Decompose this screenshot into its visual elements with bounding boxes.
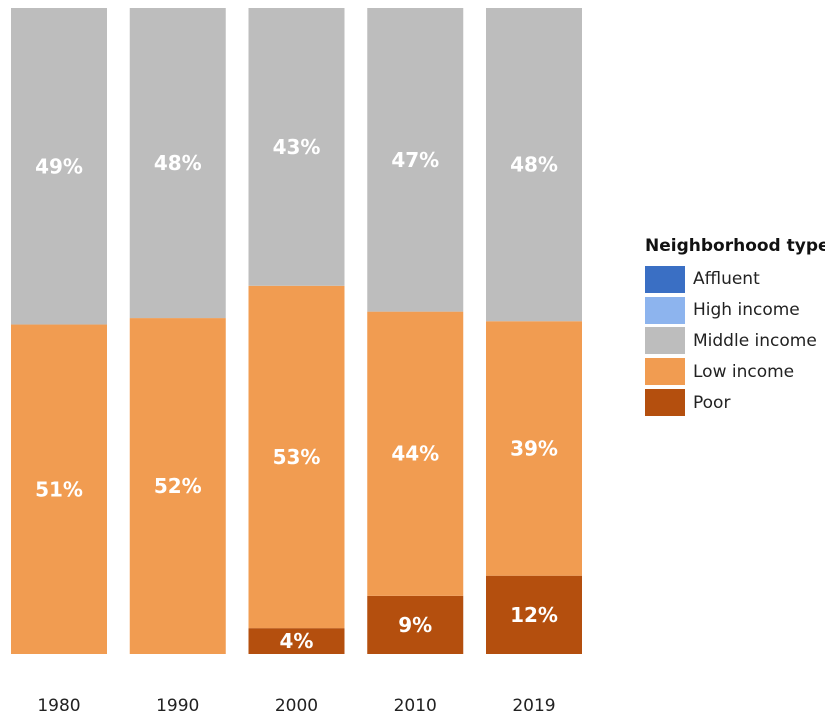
segment-label-poor-2000: 4% xyxy=(280,629,314,653)
bar-segment-low-income-1990 xyxy=(129,318,226,654)
x-tick-label-1990: 1990 xyxy=(156,696,199,716)
segment-label-middle-income-2010: 47% xyxy=(391,148,439,172)
segment-label-low-income-1990: 52% xyxy=(154,474,202,498)
legend: Neighborhood type Affluent High income Mid… xyxy=(645,236,825,418)
legend-label-low-income: Low income xyxy=(693,361,795,382)
segment-label-middle-income-2019: 48% xyxy=(510,153,558,177)
legend-swatch-affluent xyxy=(645,265,685,293)
bars-group xyxy=(11,8,582,654)
bar-segment-low-income-1980 xyxy=(11,324,107,654)
bar-segment-middle-income-2019 xyxy=(486,8,582,322)
x-tick-label-1980: 1980 xyxy=(37,696,80,716)
legend-title: Neighborhood type xyxy=(645,236,825,256)
bar-segment-middle-income-2010 xyxy=(367,8,464,312)
segment-label-low-income-2010: 44% xyxy=(391,442,439,466)
legend-item-high-income: High income xyxy=(645,295,823,326)
legend-item-middle-income: Middle income xyxy=(645,326,823,357)
bar-segment-middle-income-1980 xyxy=(11,8,107,325)
legend-swatch-middle-income xyxy=(645,327,685,355)
segment-label-low-income-2000: 53% xyxy=(273,445,321,469)
bar-segment-poor-2019 xyxy=(486,575,582,654)
segment-label-poor-2019: 12% xyxy=(510,603,558,627)
bar-segment-low-income-2010 xyxy=(367,311,464,596)
x-tick-labels-group: 1980 1990 2000 2010 2019 xyxy=(37,696,555,716)
legend-item-low-income: Low income xyxy=(645,356,823,387)
legend-label-affluent: Affluent xyxy=(693,269,760,290)
bar-segment-poor-2000 xyxy=(248,628,345,654)
legend-label-high-income: High income xyxy=(693,300,800,321)
legend-item-poor: Poor xyxy=(645,387,823,418)
bar-segment-middle-income-2000 xyxy=(248,8,345,286)
segment-label-middle-income-1990: 48% xyxy=(154,151,202,175)
legend-label-poor: Poor xyxy=(693,392,731,413)
segment-label-middle-income-1980: 49% xyxy=(35,154,83,178)
segment-label-poor-2010: 9% xyxy=(398,613,432,637)
segment-label-middle-income-2000: 43% xyxy=(273,135,321,159)
bar-segment-low-income-2000 xyxy=(248,285,345,629)
segment-label-low-income-1980: 51% xyxy=(35,477,83,501)
legend-swatch-poor xyxy=(645,389,685,417)
legend-item-affluent: Affluent xyxy=(645,264,823,295)
bar-segment-poor-2010 xyxy=(367,595,464,654)
legend-swatch-high-income xyxy=(645,296,685,324)
legend-label-middle-income: Middle income xyxy=(693,330,817,351)
bar-segment-low-income-2019 xyxy=(486,321,582,576)
x-tick-label-2010: 2010 xyxy=(394,696,437,716)
legend-items: Affluent High income Middle income Low inco… xyxy=(645,264,823,418)
segment-label-low-income-2019: 39% xyxy=(510,436,558,460)
bar-segment-middle-income-1990 xyxy=(129,8,226,319)
x-tick-label-2000: 2000 xyxy=(275,696,318,716)
x-tick-label-2019: 2019 xyxy=(512,696,555,716)
legend-swatch-low-income xyxy=(645,358,685,386)
segment-labels-group: 51% 49% 52% 48% 4% 53% 43% 9% 44% 47% 12% 39% 48% xyxy=(35,135,558,653)
